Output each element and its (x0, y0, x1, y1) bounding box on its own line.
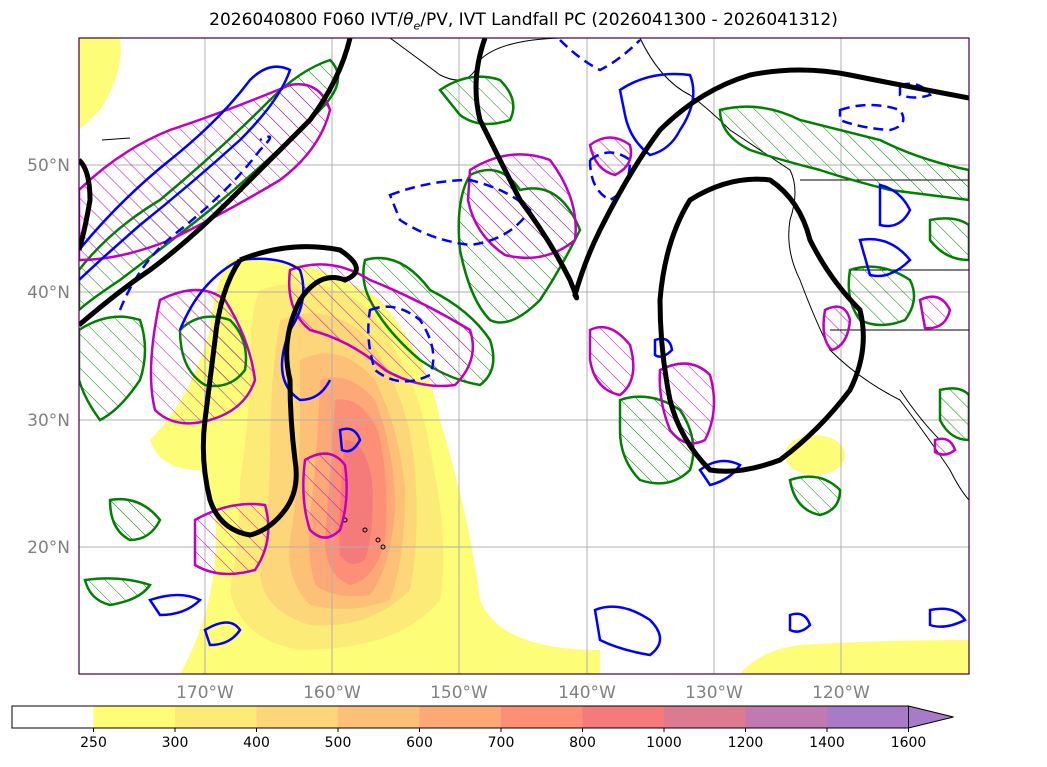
colorbar-tick-label: 250 (80, 735, 107, 751)
colorbar-tick-label: 300 (162, 735, 189, 751)
latitude-labels: 50°N 40°N 30°N 20°N (27, 156, 70, 558)
colorbar-segment (419, 706, 502, 728)
colorbar-extend-arrow (908, 705, 954, 729)
colorbar-tick-label: 1600 (891, 735, 927, 751)
colorbar-tick-label: 400 (243, 735, 270, 751)
lat-label-20: 20°N (27, 538, 70, 558)
colorbar-tick-label: 1000 (646, 735, 682, 751)
lat-label-30: 30°N (27, 411, 70, 431)
title-suffix: /PV, IVT Landfall PC (2026041300 - 20260… (420, 10, 838, 30)
colorbar-segment (175, 706, 257, 728)
colorbar: 250 300 400 500 600 700 800 1000 1200 1400 1600 (11, 705, 954, 751)
colorbar-segment (93, 706, 176, 728)
colorbar-tick-label: 1200 (728, 735, 764, 751)
lon-label-140w: 140°W (558, 683, 616, 703)
longitude-labels: 170°W 160°W 150°W 140°W 130°W 120°W (176, 683, 870, 703)
colorbar-segment (501, 706, 583, 728)
colorbar-outline (11, 705, 909, 729)
colorbar-tick-label: 800 (569, 735, 596, 751)
lon-label-150w: 150°W (430, 683, 488, 703)
coastlines (101, 38, 969, 550)
colorbar-segment (256, 706, 339, 728)
lon-label-130w: 130°W (685, 683, 743, 703)
map-title: 2026040800 F060 IVT/θe/PV, IVT Landfall … (0, 10, 1047, 32)
colorbar-segment (338, 706, 420, 728)
colorbar-tick-label: 1400 (809, 735, 845, 751)
lon-label-160w: 160°W (303, 683, 361, 703)
colorbar-tick-label: 600 (406, 735, 433, 751)
title-prefix: 2026040800 F060 IVT/ (209, 10, 404, 30)
title-theta: θ (403, 10, 414, 30)
lon-label-170w: 170°W (176, 683, 234, 703)
colorbar-tick-label: 700 (488, 735, 515, 751)
theta-e-solid-contours (79, 65, 967, 657)
colorbar-tick-label: 500 (325, 735, 352, 751)
colorbar-segment (582, 706, 665, 728)
ivt-landfall-pc-contours (79, 38, 969, 538)
colorbar-segment (12, 706, 94, 728)
colorbar-segment (664, 706, 746, 728)
lat-label-50: 50°N (27, 156, 70, 176)
colorbar-segment (827, 706, 909, 728)
lat-label-40: 40°N (27, 283, 70, 303)
colorbar-segment (745, 706, 828, 728)
lon-label-120w: 120°W (812, 683, 870, 703)
title-theta-sub: e (413, 19, 421, 33)
map-border (78, 37, 970, 675)
